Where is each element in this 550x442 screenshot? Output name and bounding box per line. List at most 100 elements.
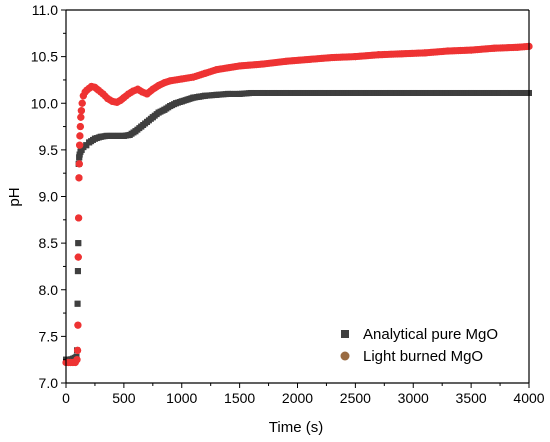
data-point bbox=[259, 89, 266, 96]
x-tick-label: 500 bbox=[112, 390, 136, 406]
data-point bbox=[421, 49, 429, 57]
data-point bbox=[248, 89, 255, 96]
data-point bbox=[74, 321, 82, 329]
data-point bbox=[76, 122, 84, 131]
data-point bbox=[138, 123, 145, 130]
data-marks bbox=[62, 42, 533, 367]
legend: Analytical pure MgO Light burned MgO bbox=[340, 326, 498, 365]
data-point bbox=[467, 46, 475, 54]
data-point bbox=[149, 114, 156, 121]
data-point bbox=[166, 77, 174, 85]
data-point bbox=[236, 90, 243, 97]
data-point bbox=[201, 69, 209, 78]
data-point bbox=[178, 98, 185, 105]
data-point bbox=[77, 113, 85, 121]
data-point bbox=[73, 356, 81, 364]
data-point bbox=[115, 132, 122, 139]
data-point bbox=[271, 89, 278, 96]
data-point bbox=[144, 118, 151, 125]
x-tick-label: 3500 bbox=[456, 390, 487, 406]
data-point bbox=[351, 53, 359, 61]
data-point bbox=[328, 53, 336, 62]
series-2 bbox=[62, 42, 533, 367]
legend-marker-circle bbox=[340, 351, 350, 361]
data-point bbox=[75, 160, 83, 168]
data-point bbox=[76, 132, 84, 140]
data-point bbox=[502, 89, 509, 96]
data-point bbox=[161, 106, 168, 113]
x-tick-label: 0 bbox=[62, 390, 70, 406]
data-point bbox=[294, 89, 301, 96]
x-axis-title: Time (s) bbox=[269, 419, 323, 436]
y-tick-label: 10.5 bbox=[31, 49, 58, 65]
y-tick-label: 9.5 bbox=[39, 142, 59, 158]
data-point bbox=[259, 60, 267, 68]
legend-label: Analytical pure MgO bbox=[363, 326, 498, 343]
data-point bbox=[120, 132, 127, 139]
data-point bbox=[75, 214, 83, 222]
data-point bbox=[75, 240, 82, 247]
x-tick-label: 1500 bbox=[224, 390, 255, 406]
data-point bbox=[410, 89, 417, 96]
data-point bbox=[374, 51, 383, 59]
x-tick-label: 3000 bbox=[398, 390, 429, 406]
legend-marker-square bbox=[341, 330, 349, 338]
data-point bbox=[155, 81, 163, 90]
data-point bbox=[103, 132, 110, 139]
y-tick-label: 8.0 bbox=[39, 282, 59, 298]
y-tick-label: 7.0 bbox=[39, 375, 59, 391]
data-point bbox=[196, 93, 203, 100]
data-point bbox=[212, 66, 221, 74]
x-tick-label: 2500 bbox=[340, 390, 371, 406]
tick-marks bbox=[61, 9, 530, 388]
data-point bbox=[167, 103, 174, 110]
data-point bbox=[201, 92, 208, 99]
data-point bbox=[149, 85, 157, 93]
data-point bbox=[513, 43, 522, 51]
data-point bbox=[86, 139, 93, 146]
data-point bbox=[99, 90, 107, 98]
data-point bbox=[184, 96, 191, 103]
data-point bbox=[225, 90, 232, 97]
data-point bbox=[109, 132, 116, 139]
data-point bbox=[97, 133, 104, 140]
data-point bbox=[73, 346, 82, 354]
data-point bbox=[433, 89, 440, 96]
x-tick-label: 4000 bbox=[513, 390, 544, 406]
data-point bbox=[143, 90, 151, 98]
data-point bbox=[317, 89, 324, 96]
data-point bbox=[69, 355, 76, 362]
y-tick-label: 11.0 bbox=[32, 2, 58, 18]
data-point bbox=[155, 109, 162, 116]
data-point bbox=[77, 107, 85, 115]
data-point bbox=[178, 75, 186, 83]
data-point bbox=[74, 268, 81, 275]
data-point bbox=[126, 131, 133, 138]
data-point bbox=[75, 174, 83, 182]
x-tick-label: 1000 bbox=[166, 390, 197, 406]
data-point bbox=[78, 99, 86, 107]
data-point bbox=[282, 57, 290, 65]
data-point bbox=[189, 73, 197, 81]
data-point bbox=[236, 62, 244, 70]
data-point bbox=[305, 55, 313, 64]
data-point bbox=[74, 253, 82, 261]
y-axis-title: pH bbox=[6, 187, 23, 206]
y-tick-label: 8.5 bbox=[39, 235, 59, 251]
y-tick-label: 7.5 bbox=[39, 328, 59, 344]
y-tick-label: 9.0 bbox=[39, 189, 59, 205]
legend-label: Light burned MgO bbox=[363, 348, 483, 365]
data-point bbox=[398, 50, 406, 58]
data-point bbox=[172, 100, 179, 107]
data-point bbox=[387, 89, 394, 96]
data-point bbox=[468, 89, 475, 96]
y-tick-label: 10.0 bbox=[31, 95, 58, 111]
data-point bbox=[132, 128, 139, 135]
data-point bbox=[91, 135, 98, 142]
data-point bbox=[76, 141, 84, 149]
data-point bbox=[213, 91, 220, 98]
series-1 bbox=[63, 89, 532, 363]
data-point bbox=[160, 79, 168, 87]
tick-labels: 0 500 1000 1500 2000 2500 3000 3500 4000 7.0 7.5 8.… bbox=[31, 2, 545, 406]
